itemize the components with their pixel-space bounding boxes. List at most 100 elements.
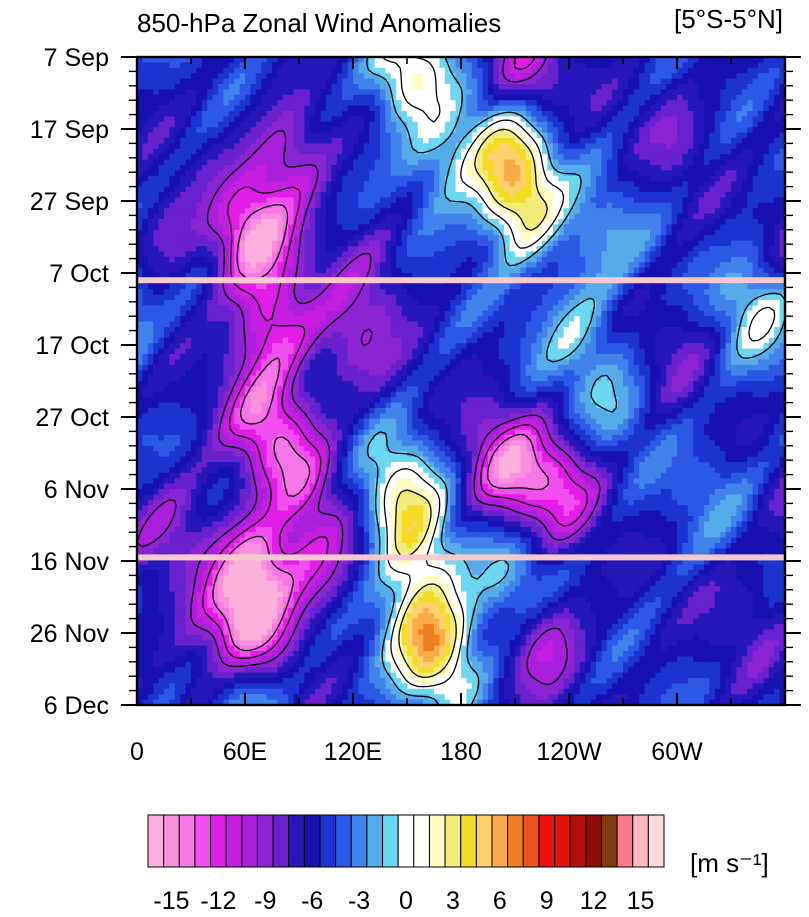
field-cell — [353, 251, 359, 258]
field-cell — [542, 73, 548, 80]
field-cell — [774, 213, 781, 220]
field-cell — [563, 138, 570, 144]
field-cell — [142, 89, 149, 96]
field-cell — [752, 100, 759, 107]
field-cell — [293, 121, 300, 128]
field-cell — [266, 67, 273, 74]
field-cell — [563, 143, 570, 150]
field-cell — [639, 127, 646, 134]
field-cell — [191, 240, 197, 247]
field-cell — [326, 94, 332, 101]
field-cell — [763, 111, 770, 117]
field-cell — [439, 143, 446, 150]
field-cell — [520, 165, 527, 171]
field-cell — [326, 154, 332, 161]
field-cell — [779, 181, 785, 188]
field-cell — [299, 100, 305, 107]
field-cell — [504, 197, 511, 204]
field-cell — [752, 105, 759, 112]
field-cell — [655, 138, 662, 144]
field-cell — [509, 181, 516, 188]
field-cell — [569, 132, 575, 139]
field-cell — [741, 154, 748, 161]
field-cell — [714, 84, 721, 90]
field-cell — [731, 175, 737, 182]
field-cell — [288, 94, 295, 101]
field-cell — [218, 246, 224, 252]
field-cell — [488, 229, 494, 236]
field-cell — [623, 100, 629, 107]
field-cell — [650, 224, 656, 231]
field-cell — [239, 73, 246, 80]
field-cell — [455, 262, 462, 269]
field-cell — [579, 170, 586, 177]
field-cell — [309, 116, 316, 123]
field-cell — [763, 197, 770, 204]
field-cell — [493, 256, 500, 263]
field-cell — [212, 192, 219, 198]
field-cell — [623, 208, 629, 215]
field-cell — [596, 208, 602, 215]
field-cell — [266, 251, 273, 258]
field-cell — [353, 267, 359, 274]
field-cell — [482, 213, 489, 220]
field-cell — [779, 197, 785, 204]
field-cell — [369, 235, 376, 242]
field-cell — [326, 202, 332, 209]
field-cell — [720, 186, 727, 193]
field-cell — [471, 251, 478, 258]
field-cell — [434, 213, 440, 220]
field-cell — [250, 267, 257, 274]
field-cell — [617, 94, 624, 101]
field-cell — [385, 57, 392, 63]
field-cell — [655, 202, 662, 209]
field-cell — [401, 186, 408, 193]
field-cell — [590, 127, 597, 134]
field-cell — [423, 132, 430, 139]
field-cell — [482, 89, 489, 96]
field-cell — [191, 219, 197, 225]
field-cell — [444, 111, 451, 117]
field-cell — [153, 89, 160, 96]
field-cell — [239, 89, 246, 96]
field-cell — [682, 208, 689, 215]
field-cell — [698, 251, 705, 258]
field-cell — [331, 202, 338, 209]
field-cell — [677, 105, 683, 112]
field-cell — [439, 116, 446, 123]
field-cell — [185, 116, 192, 123]
field-cell — [558, 251, 565, 258]
field-cell — [579, 181, 586, 188]
field-cell — [212, 105, 219, 112]
field-cell — [482, 246, 489, 252]
field-cell — [239, 186, 246, 193]
field-cell — [574, 116, 581, 123]
field-cell — [525, 213, 532, 220]
field-cell — [326, 73, 332, 80]
field-cell — [779, 132, 785, 139]
field-cell — [558, 73, 565, 80]
field-cell — [547, 159, 554, 166]
field-cell — [363, 267, 370, 274]
field-cell — [390, 170, 397, 177]
field-cell — [536, 273, 543, 279]
field-cell — [768, 262, 775, 269]
field-cell — [725, 121, 732, 128]
field-cell — [336, 170, 343, 177]
field-cell — [347, 121, 354, 128]
field-cell — [774, 138, 781, 144]
field-cell — [250, 240, 257, 247]
field-cell — [698, 100, 705, 107]
field-cell — [720, 62, 727, 69]
field-cell — [655, 84, 662, 90]
field-cell — [261, 148, 268, 155]
field-cell — [423, 224, 430, 231]
field-cell — [401, 267, 408, 274]
field-cell — [639, 246, 646, 252]
field-cell — [444, 224, 451, 231]
field-cell — [390, 73, 397, 80]
field-cell — [412, 105, 419, 112]
field-cell — [288, 202, 295, 209]
field-cell — [693, 181, 700, 188]
field-cell — [461, 67, 467, 74]
